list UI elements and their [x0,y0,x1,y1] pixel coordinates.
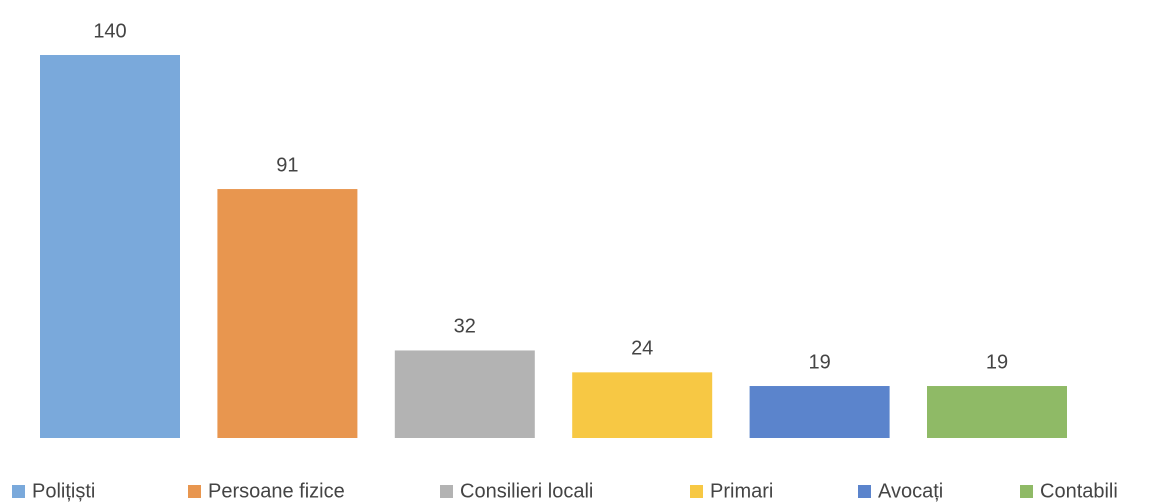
data-label: 32 [454,316,476,338]
bar [40,55,180,438]
data-label: 24 [631,338,653,360]
legend-swatch [188,485,201,498]
bar [394,350,535,438]
legend-swatch [440,485,453,498]
legend-swatch [12,485,25,498]
bar [749,386,890,438]
legend-label: Primari [710,480,773,502]
legend-swatch [690,485,703,498]
bar [572,372,713,438]
data-label: 91 [276,154,298,176]
data-label: 19 [986,351,1008,373]
data-label: 140 [93,20,126,42]
legend-swatch [1020,485,1033,498]
bar [217,189,358,438]
legend-label: Avocați [878,480,943,502]
legend-swatch [858,485,871,498]
legend-label: Contabili [1040,480,1118,502]
bar [927,386,1067,438]
legend-label: Consilieri locali [460,480,593,502]
legend-label: Polițiști [32,480,95,502]
legend-label: Persoane fizice [208,480,345,502]
data-label: 19 [808,351,830,373]
